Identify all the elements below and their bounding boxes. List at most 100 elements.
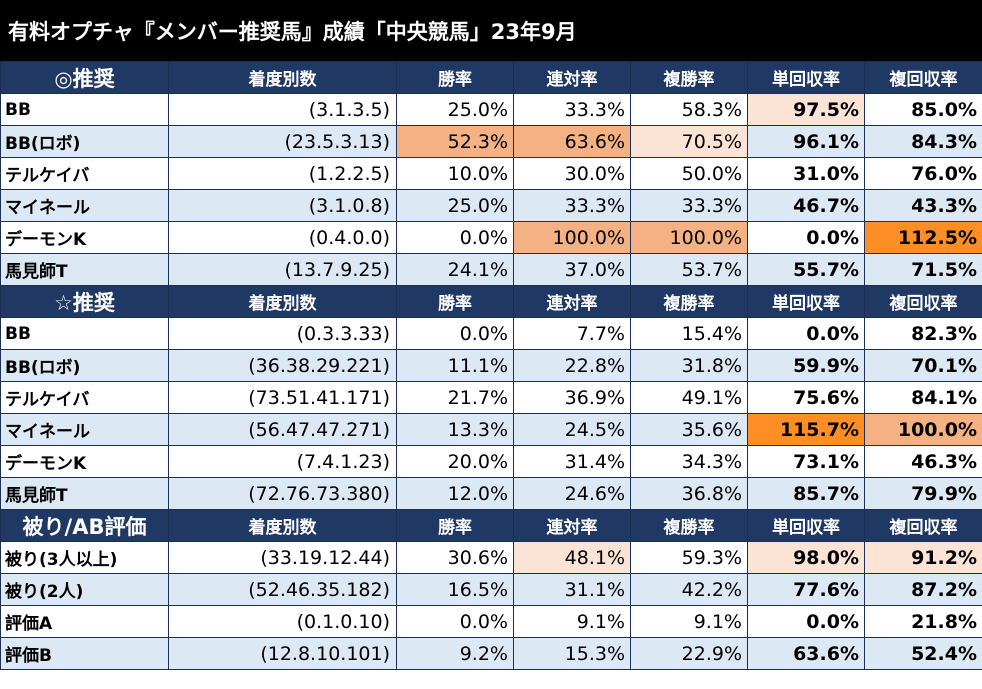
- row-value: 43.3%: [864, 189, 982, 222]
- row-value: 84.3%: [864, 125, 982, 158]
- row-name: デーモンK: [0, 221, 169, 254]
- table-row: 馬見師T (72.76.73.380) 12.0% 24.6% 36.8% 85.7% 79…: [0, 477, 982, 510]
- results-table: ◎推奨 着度別数 勝率 連対率 複勝率 単回収率 複回収率 BB (3.1.3.5) 25.0% 3…: [0, 61, 982, 670]
- section-header-row: ◎推奨 着度別数 勝率 連対率 複勝率 単回収率 複回収率: [0, 61, 982, 94]
- row-value: 21.7%: [396, 381, 514, 414]
- row-name: デーモンK: [0, 445, 169, 478]
- row-value: 9.1%: [630, 605, 748, 638]
- table-body: ◎推奨 着度別数 勝率 連対率 複勝率 単回収率 複回収率 BB (3.1.3.5) 25.0% 3…: [0, 61, 982, 670]
- row-value: 11.1%: [396, 349, 514, 382]
- table-row: 評価B (12.8.10.101) 9.2% 15.3% 22.9% 63.6% 52.4%: [0, 637, 982, 670]
- section-header-row: 被り/AB評価 着度別数 勝率 連対率 複勝率 単回収率 複回収率: [0, 509, 982, 542]
- row-value: 49.1%: [630, 381, 748, 414]
- row-value: 31.0%: [747, 157, 865, 190]
- row-value: 100.0%: [864, 413, 982, 446]
- column-header: 複回収率: [864, 509, 982, 542]
- row-value: 115.7%: [747, 413, 865, 446]
- row-name: BB(ロボ): [0, 125, 169, 158]
- row-record: (52.46.35.182): [168, 573, 397, 606]
- row-value: 87.2%: [864, 573, 982, 606]
- row-record: (1.2.2.5): [168, 157, 397, 190]
- row-value: 77.6%: [747, 573, 865, 606]
- row-value: 31.1%: [513, 573, 631, 606]
- row-value: 21.8%: [864, 605, 982, 638]
- row-record: (73.51.41.171): [168, 381, 397, 414]
- row-name: 馬見師T: [0, 253, 169, 286]
- row-value: 59.9%: [747, 349, 865, 382]
- column-header: 複勝率: [630, 285, 748, 318]
- row-record: (23.5.3.13): [168, 125, 397, 158]
- row-name: BB: [0, 93, 169, 126]
- row-value: 33.3%: [630, 189, 748, 222]
- row-value: 0.0%: [747, 605, 865, 638]
- row-value: 75.6%: [747, 381, 865, 414]
- row-value: 0.0%: [747, 221, 865, 254]
- row-value: 9.1%: [513, 605, 631, 638]
- row-value: 35.6%: [630, 413, 748, 446]
- row-value: 52.4%: [864, 637, 982, 670]
- row-value: 100.0%: [630, 221, 748, 254]
- section-header-row: ☆推奨 着度別数 勝率 連対率 複勝率 単回収率 複回収率: [0, 285, 982, 318]
- row-value: 63.6%: [747, 637, 865, 670]
- row-value: 12.0%: [396, 477, 514, 510]
- row-name: マイネール: [0, 413, 169, 446]
- row-value: 46.7%: [747, 189, 865, 222]
- column-header: 勝率: [396, 509, 514, 542]
- row-record: (3.1.3.5): [168, 93, 397, 126]
- row-name: 被り(3人以上): [0, 541, 169, 574]
- row-value: 0.0%: [747, 317, 865, 350]
- row-name: テルケイバ: [0, 381, 169, 414]
- table-row: マイネール (56.47.47.271) 13.3% 24.5% 35.6% 115.7%…: [0, 413, 982, 446]
- row-value: 24.6%: [513, 477, 631, 510]
- row-record: (12.8.10.101): [168, 637, 397, 670]
- section-label: 被り/AB評価: [0, 509, 169, 542]
- row-value: 55.7%: [747, 253, 865, 286]
- row-name: 評価B: [0, 637, 169, 670]
- row-record: (36.38.29.221): [168, 349, 397, 382]
- row-value: 30.0%: [513, 157, 631, 190]
- row-record: (56.47.47.271): [168, 413, 397, 446]
- table-row: 被り(3人以上) (33.19.12.44) 30.6% 48.1% 59.3% 98.0…: [0, 541, 982, 574]
- row-value: 79.9%: [864, 477, 982, 510]
- row-value: 0.0%: [396, 317, 514, 350]
- row-value: 46.3%: [864, 445, 982, 478]
- table-row: 馬見師T (13.7.9.25) 24.1% 37.0% 53.7% 55.7% 71.5%: [0, 253, 982, 286]
- row-record: (0.3.3.33): [168, 317, 397, 350]
- row-value: 15.4%: [630, 317, 748, 350]
- row-value: 10.0%: [396, 157, 514, 190]
- row-record: (72.76.73.380): [168, 477, 397, 510]
- section-label: ◎推奨: [0, 61, 169, 94]
- row-name: BB: [0, 317, 169, 350]
- table-row: 被り(2人) (52.46.35.182) 16.5% 31.1% 42.2% 77.6%…: [0, 573, 982, 606]
- row-value: 20.0%: [396, 445, 514, 478]
- row-value: 70.5%: [630, 125, 748, 158]
- section-label: ☆推奨: [0, 285, 169, 318]
- table-row: マイネール (3.1.0.8) 25.0% 33.3% 33.3% 46.7% 43.3%: [0, 189, 982, 222]
- column-header: 複回収率: [864, 285, 982, 318]
- row-name: BB(ロボ): [0, 349, 169, 382]
- column-header: 単回収率: [747, 285, 865, 318]
- row-record: (33.19.12.44): [168, 541, 397, 574]
- column-header: 単回収率: [747, 61, 865, 94]
- row-value: 25.0%: [396, 189, 514, 222]
- row-value: 34.3%: [630, 445, 748, 478]
- row-value: 58.3%: [630, 93, 748, 126]
- table-row: テルケイバ (1.2.2.5) 10.0% 30.0% 50.0% 31.0% 76.0%: [0, 157, 982, 190]
- row-record: (13.7.9.25): [168, 253, 397, 286]
- row-value: 24.1%: [396, 253, 514, 286]
- row-value: 31.8%: [630, 349, 748, 382]
- row-value: 13.3%: [396, 413, 514, 446]
- row-value: 22.9%: [630, 637, 748, 670]
- row-value: 15.3%: [513, 637, 631, 670]
- row-value: 9.2%: [396, 637, 514, 670]
- table-row: デーモンK (0.4.0.0) 0.0% 100.0% 100.0% 0.0% 112.5%: [0, 221, 982, 254]
- table-row: BB (0.3.3.33) 0.0% 7.7% 15.4% 0.0% 82.3%: [0, 317, 982, 350]
- row-value: 70.1%: [864, 349, 982, 382]
- table-row: テルケイバ (73.51.41.171) 21.7% 36.9% 49.1% 75.6% 8…: [0, 381, 982, 414]
- row-name: 被り(2人): [0, 573, 169, 606]
- row-name: 評価A: [0, 605, 169, 638]
- column-header: 連対率: [513, 285, 631, 318]
- row-value: 42.2%: [630, 573, 748, 606]
- column-header: 着度別数: [168, 509, 397, 542]
- row-name: マイネール: [0, 189, 169, 222]
